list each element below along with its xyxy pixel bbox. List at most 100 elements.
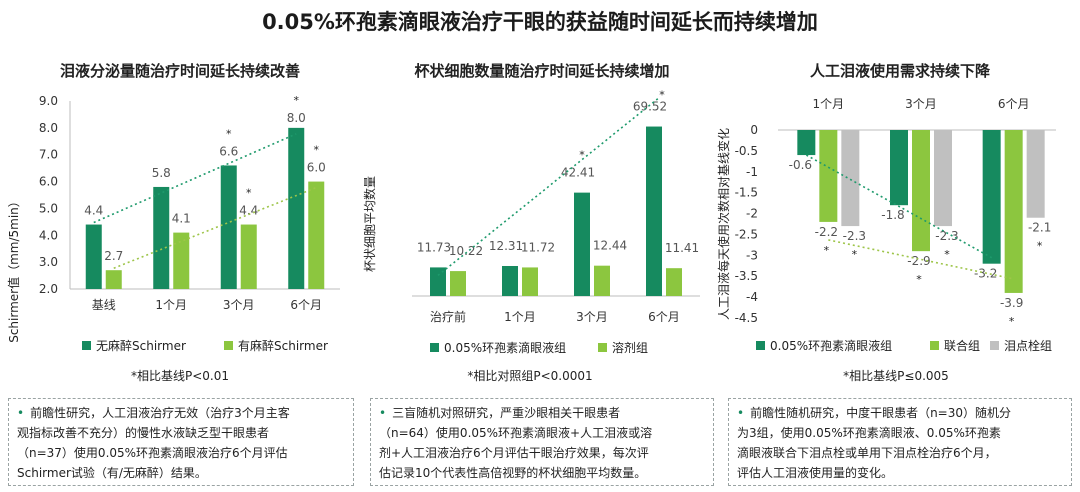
chart3-bar <box>1026 130 1045 218</box>
chart3-y-tick-label: -0.5 <box>735 144 758 158</box>
chart1-bar <box>173 232 190 289</box>
note-1-line-3: （n=37）使用0.05%环孢素滴眼液治疗6个月评估 <box>17 446 288 460</box>
chart1-title: 泪液分泌量随治疗时间延长持续改善 <box>59 62 300 80</box>
chart1-data-label: 4.4 <box>239 204 258 218</box>
chart3-title: 人工泪液使用需求持续下降 <box>809 62 990 80</box>
note-2-line-2: （n=64）使用0.05%环孢素滴眼液+人工泪液或溶 <box>379 426 653 440</box>
chart3-asterisk: * <box>944 248 950 261</box>
chart1-legend-swatch <box>82 341 91 350</box>
chart1-data-label: 6.0 <box>307 161 326 175</box>
chart3-data-label: -2.2 <box>815 225 838 239</box>
note-box-3: • 前瞻性随机研究，中度干眼患者（n=30）随机分 为3组，使用0.05%环孢素滴… <box>728 398 1072 486</box>
chart3-footnote: *相比基线P≤0.005 <box>843 369 949 383</box>
chart3-bar <box>934 130 952 227</box>
chart3-asterisk: * <box>916 273 922 286</box>
note-1-line-2: 观指标改善不充分）的慢性水液缺乏型干眼患者 <box>17 426 270 440</box>
chart2-data-label: 12.44 <box>593 239 627 253</box>
chart1-asterisk: * <box>294 94 300 107</box>
chart3-artificial-tears: 人工泪液每天使用次数相对基线变化 *相比基线P≤0.005 0 -0.5 -1 -1.… <box>716 97 1056 383</box>
chart1-ylabel: Schirmer值（mm/5min） <box>6 195 21 343</box>
chart3-bar <box>797 130 816 156</box>
chart2-legend-label: 0.05%环孢素滴眼液组 <box>444 340 566 355</box>
chart1-data-label: 8.0 <box>287 111 306 125</box>
chart1-bar <box>240 224 257 289</box>
chart1-y-tick-label: 6.0 <box>39 175 58 189</box>
chart1-bar <box>153 186 170 289</box>
chart3-trend-line <box>805 154 993 259</box>
note-3-line-3: 滴眼液联合下泪点栓或单用下泪点栓治疗6个月， <box>737 446 997 460</box>
chart2-x-tick-label: 6个月 <box>648 310 680 324</box>
chart2-x-tick-label: 3个月 <box>576 310 608 324</box>
chart2-data-label: 11.72 <box>521 240 555 254</box>
note-1-line-1: • 前瞻性研究，人工泪液治疗无效（治疗3个月主客 <box>17 406 290 420</box>
chart1-asterisk: * <box>226 127 232 140</box>
chart3-y-tick-label: -4 <box>746 290 758 304</box>
chart3-y-tick-label: 0 <box>750 123 758 137</box>
chart3-data-label: -1.8 <box>881 208 904 222</box>
chart1-bar <box>85 224 102 289</box>
chart3-y-tick-label: -4.5 <box>735 311 758 325</box>
note-2-line-4: 估记录10个代表性高倍视野的杯状细胞平均数量。 <box>379 466 647 480</box>
chart3-asterisk: * <box>852 248 858 261</box>
chart2-legend-swatch <box>430 343 439 352</box>
chart1-x-tick-label: 基线 <box>92 298 116 312</box>
chart3-bar <box>890 130 908 206</box>
chart3-data-label: -2.1 <box>1028 221 1051 235</box>
chart3-legend-label: 0.05%环孢素滴眼液组 <box>770 338 892 353</box>
chart2-bar <box>666 268 682 296</box>
chart3-asterisk: * <box>1009 315 1015 328</box>
chart3-legend-swatch <box>930 341 939 350</box>
chart2-legend-label: 溶剂组 <box>612 340 648 355</box>
chart1-x-tick-label: 6个月 <box>290 298 322 312</box>
note-box-1: • 前瞻性研究，人工泪液治疗无效（治疗3个月主客 观指标改善不充分）的慢性水液缺乏… <box>8 398 354 486</box>
chart2-legend-swatch <box>598 343 607 352</box>
chart2-bar <box>522 267 538 296</box>
chart1-x-tick-label: 3个月 <box>223 298 255 312</box>
chart1-bar <box>105 270 122 289</box>
chart2-data-label: 42.41 <box>561 166 595 180</box>
chart2-bar <box>646 126 662 296</box>
note-1-line-4: Schirmer试验（有/无麻醉）结果。 <box>17 466 207 480</box>
chart2-trend-line <box>437 97 659 277</box>
chart2-bar <box>430 267 446 296</box>
chart3-y-tick-label: -1.5 <box>735 186 758 200</box>
chart1-asterisk: * <box>314 144 320 157</box>
chart1-asterisk: * <box>246 187 252 200</box>
note-3-line-2: 为3组，使用0.05%环孢素滴眼液、0.05%环孢素 <box>737 426 1001 440</box>
chart3-legend-label: 泪点栓组 <box>1004 338 1052 353</box>
chart3-y-tick-label: -1 <box>746 165 758 179</box>
chart1-trend-line <box>113 186 317 269</box>
chart1-y-tick-label: 9.0 <box>39 94 58 108</box>
chart1-bar <box>308 181 325 289</box>
chart3-y-tick-label: -2.5 <box>735 227 758 241</box>
chart3-legend-label: 联合组 <box>944 338 980 353</box>
chart1-footnote: *相比基线P<0.01 <box>131 369 229 383</box>
chart2-asterisk: * <box>579 149 585 162</box>
chart3-legend-swatch <box>756 341 765 350</box>
chart3-data-label: -3.9 <box>1000 296 1023 310</box>
chart3-bar <box>982 130 1001 264</box>
chart2-data-label: 10.22 <box>449 244 483 258</box>
chart3-y-tick-label: -3.5 <box>735 269 758 283</box>
chart1-legend-label: 无麻醉Schirmer <box>96 338 186 353</box>
chart2-bar <box>574 192 590 296</box>
chart3-bar <box>819 130 838 222</box>
chart3-y-tick-label: -3 <box>746 248 758 262</box>
chart1-y-tick-label: 5.0 <box>39 201 58 215</box>
chart3-data-label: -2.3 <box>935 229 958 243</box>
note-box-2: • 三盲随机对照研究，严重沙眼相关干眼患者 （n=64）使用0.05%环孢素滴眼液… <box>370 398 714 486</box>
note-3-line-4: 评估人工泪液使用量的变化。 <box>737 466 894 480</box>
chart3-x-tick-label: 3个月 <box>905 97 937 111</box>
chart2-asterisk: * <box>659 89 665 102</box>
chart2-ylabel: 杯状细胞平均数量 <box>362 176 377 272</box>
chart1-y-tick-label: 4.0 <box>39 228 58 242</box>
chart2-bar <box>502 265 518 296</box>
page-title: 0.05%环孢素滴眼液治疗干眼的获益随时间延长而持续增加 <box>262 10 818 34</box>
chart1-data-label: 4.4 <box>84 204 103 218</box>
chart3-bar <box>841 130 860 227</box>
chart1-data-label: 5.8 <box>152 166 171 180</box>
chart1-data-label: 6.6 <box>219 144 238 158</box>
chart2-data-label: 11.73 <box>417 240 451 254</box>
chart1-legend-swatch <box>224 341 233 350</box>
chart2-data-label: 69.52 <box>633 100 667 114</box>
